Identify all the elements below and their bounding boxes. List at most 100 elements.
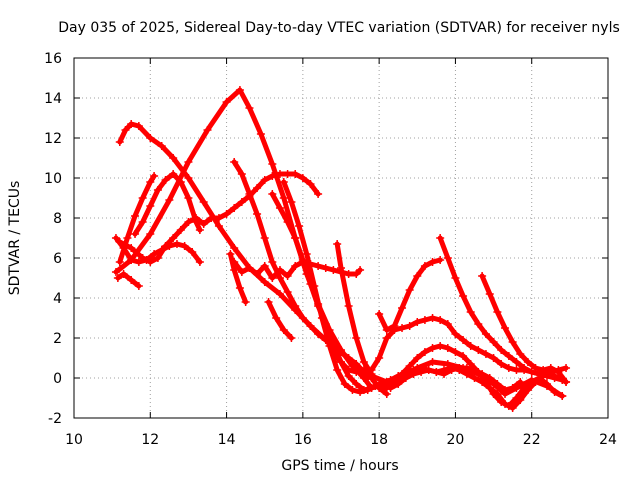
data-point — [356, 388, 365, 396]
data-point — [245, 190, 254, 198]
data-point — [333, 240, 342, 248]
data-point — [279, 178, 288, 186]
data-point — [279, 194, 288, 202]
data-point — [214, 222, 223, 230]
data-point — [222, 210, 231, 218]
data-point — [398, 304, 407, 312]
data-point — [443, 344, 452, 352]
data-point — [142, 256, 151, 264]
data-point — [272, 314, 281, 322]
data-point — [512, 358, 521, 366]
data-point — [111, 234, 120, 242]
data-point — [413, 354, 422, 362]
data-point — [111, 268, 120, 276]
data-point — [337, 358, 345, 366]
data-point — [466, 308, 475, 316]
data-point — [268, 258, 277, 266]
data-point — [291, 302, 300, 310]
data-point — [329, 266, 338, 274]
y-tick-label: -2 — [48, 411, 62, 427]
data-point — [474, 320, 483, 328]
y-tick-labels: -2 0 2 4 6 8 10 12 14 16 — [44, 51, 62, 427]
data-point — [501, 386, 510, 394]
data-point — [504, 352, 513, 360]
data-point — [237, 268, 246, 276]
series-trace-11 — [268, 190, 567, 410]
data-point — [420, 316, 429, 324]
data-point — [333, 366, 342, 374]
series-line — [227, 251, 249, 305]
data-point — [295, 222, 304, 230]
data-point — [153, 254, 162, 262]
data-point — [451, 330, 460, 338]
data-point — [176, 226, 185, 234]
data-point — [443, 320, 452, 328]
data-point — [508, 338, 517, 346]
data-point — [497, 360, 506, 368]
data-point — [352, 270, 361, 278]
x-tick-label: 24 — [599, 432, 617, 448]
data-point — [180, 242, 189, 250]
data-point — [157, 246, 166, 254]
data-point — [287, 334, 296, 342]
data-point — [264, 298, 273, 306]
data-point — [512, 366, 521, 374]
y-tick-label: 4 — [53, 291, 62, 307]
data-point — [291, 170, 300, 178]
data-point — [344, 354, 353, 362]
data-point — [382, 334, 391, 342]
data-point — [113, 274, 122, 282]
data-point — [539, 366, 548, 374]
data-point — [188, 248, 197, 256]
data-point — [283, 218, 292, 226]
y-axis-label: SDTVAR / TECUs — [7, 181, 23, 296]
data-point — [199, 220, 208, 228]
data-point — [428, 258, 437, 266]
data-point — [256, 130, 265, 138]
data-point — [230, 266, 239, 274]
data-point — [283, 288, 292, 296]
data-point — [413, 318, 422, 326]
data-point — [478, 370, 487, 378]
data-point — [253, 210, 262, 218]
data-point — [375, 310, 384, 318]
y-tick-label: 14 — [44, 91, 62, 107]
data-point — [127, 276, 136, 284]
data-point — [134, 282, 143, 290]
data-point — [470, 374, 479, 382]
series-line — [115, 271, 142, 289]
data-point — [436, 316, 445, 324]
series-line — [113, 87, 374, 391]
data-point — [344, 270, 353, 278]
data-point — [253, 184, 262, 192]
data-point — [470, 366, 479, 374]
data-point — [146, 202, 155, 210]
data-point — [451, 274, 460, 282]
data-point — [394, 380, 403, 388]
data-point — [344, 366, 353, 374]
series-trace-15 — [321, 334, 368, 376]
data-point — [337, 264, 345, 272]
data-point — [558, 392, 567, 400]
data-point — [291, 262, 300, 270]
data-point — [134, 122, 143, 130]
series-trace-20 — [478, 272, 571, 386]
data-point — [235, 86, 244, 94]
data-point — [508, 384, 517, 392]
data-point — [550, 374, 559, 382]
data-point — [516, 396, 525, 404]
data-point — [413, 272, 422, 280]
data-point — [287, 198, 296, 206]
data-point — [531, 378, 540, 386]
data-point — [169, 234, 178, 242]
data-point — [352, 368, 361, 376]
series-trace-13 — [264, 298, 296, 342]
data-point — [428, 314, 437, 322]
y-tick-label: 16 — [44, 51, 62, 67]
data-point — [127, 244, 136, 252]
data-point — [386, 384, 395, 392]
grid-lines — [74, 58, 608, 418]
data-point — [439, 370, 448, 378]
data-point — [302, 250, 311, 258]
data-point — [237, 198, 246, 206]
